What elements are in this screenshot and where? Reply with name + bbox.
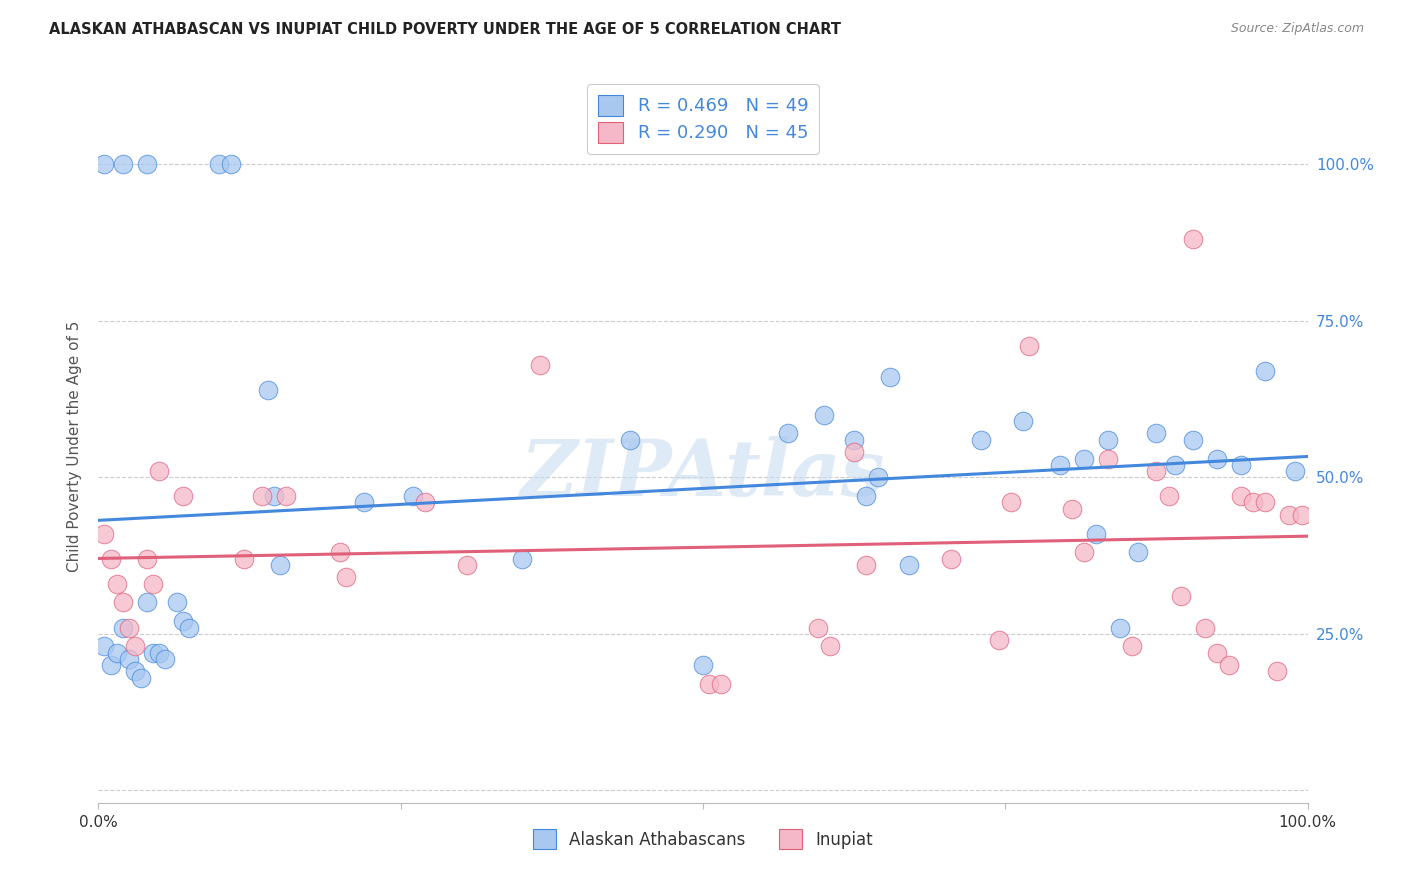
Point [142, 576, 165, 591]
Point [1254, 364, 1277, 378]
Point [100, 551, 122, 566]
Point [1230, 458, 1253, 472]
Point [1146, 464, 1168, 478]
Point [93, 526, 115, 541]
Point [100, 658, 122, 673]
Point [1073, 545, 1095, 559]
Point [172, 489, 194, 503]
Point [988, 633, 1011, 648]
Point [172, 614, 194, 628]
Point [135, 551, 157, 566]
Point [105, 576, 128, 591]
Point [529, 358, 551, 372]
Point [1206, 646, 1229, 660]
Point [1163, 458, 1185, 472]
Point [153, 652, 176, 666]
Point [402, 489, 425, 503]
Point [1128, 545, 1150, 559]
Point [1284, 464, 1306, 478]
Point [818, 640, 841, 654]
Point [855, 489, 877, 503]
Point [1049, 458, 1071, 472]
Point [456, 558, 478, 572]
Point [1012, 414, 1035, 428]
Point [1218, 658, 1240, 673]
Point [697, 677, 720, 691]
Point [1181, 433, 1204, 447]
Point [710, 677, 733, 691]
Point [1254, 495, 1277, 509]
Point [221, 157, 243, 171]
Point [1085, 526, 1108, 541]
Point [166, 595, 188, 609]
Point [135, 595, 157, 609]
Point [118, 652, 141, 666]
Point [111, 157, 134, 171]
Point [93, 157, 115, 171]
Point [135, 157, 157, 171]
Point [250, 489, 273, 503]
Point [269, 558, 291, 572]
Point [807, 621, 830, 635]
Point [1181, 232, 1204, 246]
Point [263, 489, 285, 503]
Point [1278, 508, 1301, 522]
Point [353, 495, 375, 509]
Point [129, 671, 152, 685]
Point [148, 646, 170, 660]
Point [274, 489, 297, 503]
Point [510, 551, 533, 566]
Point [118, 621, 141, 635]
Point [335, 570, 357, 584]
Point [124, 640, 146, 654]
Point [1109, 621, 1132, 635]
Point [1194, 621, 1216, 635]
Point [619, 433, 641, 447]
Point [1000, 495, 1022, 509]
Legend: Alaskan Athabascans, Inupiat: Alaskan Athabascans, Inupiat [523, 820, 883, 859]
Point [142, 646, 165, 660]
Point [1170, 589, 1192, 603]
Point [1097, 433, 1119, 447]
Text: ALASKAN ATHABASCAN VS INUPIAT CHILD POVERTY UNDER THE AGE OF 5 CORRELATION CHART: ALASKAN ATHABASCAN VS INUPIAT CHILD POVE… [49, 22, 841, 37]
Point [1073, 451, 1095, 466]
Point [124, 665, 146, 679]
Point [1241, 495, 1264, 509]
Point [1121, 640, 1143, 654]
Point [1097, 451, 1119, 466]
Point [1206, 451, 1229, 466]
Point [256, 383, 278, 397]
Point [844, 433, 866, 447]
Point [329, 545, 352, 559]
Point [970, 433, 993, 447]
Point [111, 621, 134, 635]
Point [897, 558, 920, 572]
Point [855, 558, 877, 572]
Point [148, 464, 170, 478]
Point [208, 157, 231, 171]
Point [1157, 489, 1180, 503]
Point [776, 426, 799, 441]
Point [179, 621, 201, 635]
Point [844, 445, 866, 459]
Point [1230, 489, 1253, 503]
Point [1018, 339, 1040, 353]
Point [939, 551, 962, 566]
Point [1291, 508, 1313, 522]
Point [1146, 426, 1168, 441]
Point [111, 595, 134, 609]
Point [105, 646, 128, 660]
Point [879, 370, 901, 384]
Point [413, 495, 436, 509]
Point [1267, 665, 1289, 679]
Point [232, 551, 254, 566]
Point [1060, 501, 1083, 516]
Point [93, 640, 115, 654]
Point [692, 658, 714, 673]
Text: Source: ZipAtlas.com: Source: ZipAtlas.com [1230, 22, 1364, 36]
Point [868, 470, 890, 484]
Point [813, 408, 835, 422]
Text: ZIPAtlas: ZIPAtlas [520, 436, 886, 513]
Y-axis label: Child Poverty Under the Age of 5: Child Poverty Under the Age of 5 [67, 320, 83, 572]
